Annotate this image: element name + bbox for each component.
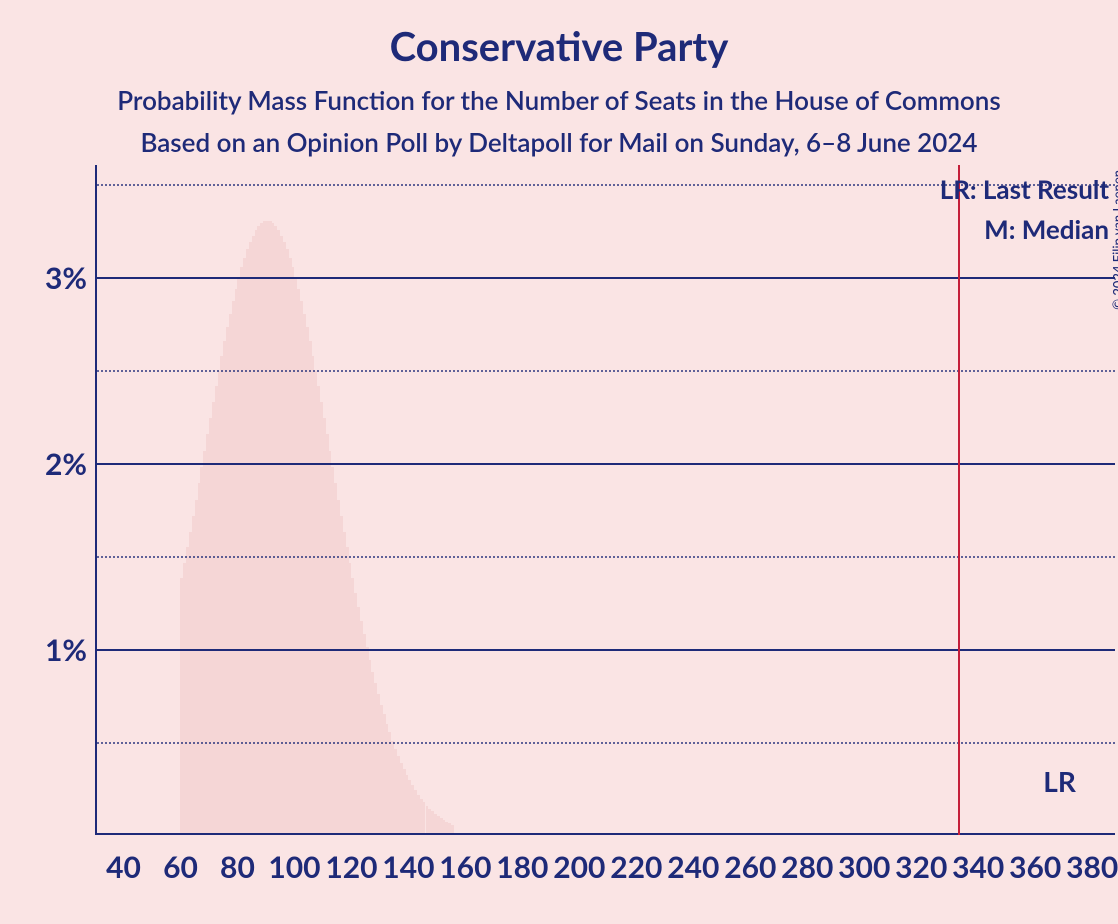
legend-median: M: Median	[984, 213, 1109, 245]
x-axis-label: 380	[1062, 849, 1118, 885]
gridline-major	[97, 463, 1115, 465]
gridline-minor	[97, 742, 1115, 744]
copyright-text: © 2024 Filip van Laenen	[1110, 170, 1118, 310]
x-axis-label: 360	[1005, 849, 1065, 885]
y-axis-label: 1%	[7, 632, 87, 668]
gridline-minor	[97, 370, 1115, 372]
chart-subtitle-1: Probability Mass Function for the Number…	[0, 84, 1118, 116]
legend-last-result: LR: Last Result	[940, 173, 1109, 205]
x-axis-label: 160	[435, 849, 495, 885]
x-axis-label: 100	[264, 849, 324, 885]
last-result-line	[958, 165, 960, 835]
x-axis-label: 60	[150, 849, 210, 885]
plot-area	[95, 165, 1115, 835]
y-axis-label: 2%	[7, 446, 87, 482]
x-axis-label: 220	[606, 849, 666, 885]
x-axis-label: 200	[549, 849, 609, 885]
x-axis-label: 340	[948, 849, 1008, 885]
gridline-major	[97, 277, 1115, 279]
x-axis	[95, 833, 1115, 835]
lr-marker-label: LR	[1043, 764, 1076, 798]
x-axis-label: 140	[378, 849, 438, 885]
x-axis-label: 280	[777, 849, 837, 885]
gridline-minor	[97, 556, 1115, 558]
gridline-major	[97, 649, 1115, 651]
x-axis-label: 300	[834, 849, 894, 885]
y-axis	[95, 165, 97, 835]
chart-title: Conservative Party	[0, 0, 1118, 70]
x-axis-label: 260	[720, 849, 780, 885]
x-axis-label: 180	[492, 849, 552, 885]
x-axis-label: 120	[321, 849, 381, 885]
x-axis-label: 40	[93, 849, 153, 885]
y-axis-label: 3%	[7, 260, 87, 296]
x-axis-label: 320	[891, 849, 951, 885]
chart-subtitle-2: Based on an Opinion Poll by Deltapoll fo…	[0, 126, 1118, 158]
x-axis-label: 80	[207, 849, 267, 885]
x-axis-label: 240	[663, 849, 723, 885]
